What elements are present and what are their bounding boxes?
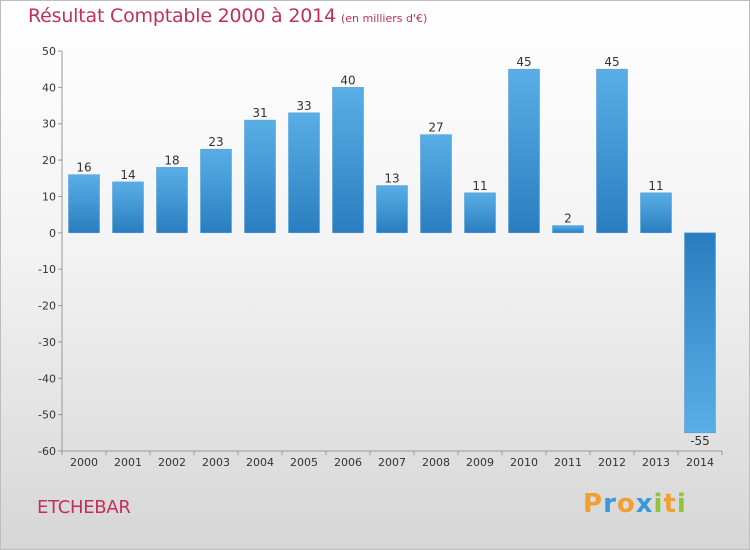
logo-letter: i	[676, 489, 687, 519]
data-label-2002: 18	[164, 153, 179, 167]
data-label-2001: 14	[120, 168, 135, 182]
data-label-2013: 11	[648, 179, 663, 193]
x-tick-label: 2010	[510, 456, 538, 469]
y-tick-label: -50	[38, 409, 56, 422]
x-tick-label: 2014	[686, 456, 714, 469]
bar-2005	[288, 112, 320, 234]
bar-2009	[464, 192, 496, 234]
x-axis: 2000 2001 2002 2003 2004 2005 2006 2007 2008 2009…	[61, 450, 723, 469]
commune-name: ETCHEBAR	[37, 497, 131, 518]
bar-2014	[684, 232, 716, 434]
data-label-2007: 13	[384, 172, 399, 186]
x-tick-label: 2003	[202, 456, 230, 469]
data-label-2012: 45	[604, 55, 619, 69]
logo-letter: t	[663, 489, 677, 519]
chart-subtitle: (en milliers d'€)	[341, 12, 428, 25]
bar-2012	[596, 68, 628, 234]
y-tick-label: 30	[42, 118, 56, 131]
logo-letter: i	[653, 489, 664, 519]
data-label-2005: 33	[296, 99, 311, 113]
proxiti-logo: Proxiti	[583, 489, 687, 519]
y-axis: 50 40 30 20 10 0 -10 -20 -30 -40 -50 -60	[38, 45, 63, 458]
data-label-2008: 27	[428, 121, 443, 135]
logo-letter: x	[635, 489, 654, 519]
data-label-2003: 23	[208, 135, 223, 149]
bar-2007	[376, 185, 408, 234]
x-tick-label: 2009	[466, 456, 494, 469]
bar-2001	[112, 181, 144, 234]
bar-2003	[200, 148, 232, 234]
y-tick-label: 0	[49, 227, 56, 240]
bar-2004	[244, 119, 276, 234]
x-tick-label: 2005	[290, 456, 318, 469]
y-tick-label: -30	[38, 336, 56, 349]
data-label-2006: 40	[340, 73, 355, 87]
bar-2010	[508, 68, 540, 234]
x-tick-label: 2004	[246, 456, 274, 469]
x-tick-label: 2000	[70, 456, 98, 469]
bar-2002	[156, 167, 188, 234]
bar-2006	[332, 87, 364, 234]
x-tick-label: 2011	[554, 456, 582, 469]
y-tick-label: 10	[42, 190, 56, 203]
y-tick-label: -60	[38, 445, 56, 458]
data-label-2009: 11	[472, 179, 487, 193]
data-labels: 16 14 18 23 31 33 40 13 27 11 45 2 45 11 -55	[76, 55, 709, 448]
data-label-2004: 31	[252, 106, 267, 120]
bar-2013	[640, 192, 672, 234]
x-tick-label: 2008	[422, 456, 450, 469]
logo-letter: r	[603, 489, 617, 519]
logo-letter: P	[583, 489, 604, 519]
data-label-2010: 45	[516, 55, 531, 69]
x-tick-label: 2007	[378, 456, 406, 469]
y-tick-label: -40	[38, 372, 56, 385]
data-label-2014: -55	[690, 434, 710, 448]
x-tick-label: 2006	[334, 456, 362, 469]
bars	[68, 68, 716, 434]
chart-title: Résultat Comptable 2000 à 2014	[28, 5, 336, 27]
x-tick-label: 2013	[642, 456, 670, 469]
y-tick-label: -10	[38, 263, 56, 276]
x-tick-label: 2012	[598, 456, 626, 469]
data-label-2000: 16	[76, 161, 91, 175]
y-tick-label: 50	[42, 45, 56, 58]
x-tick-label: 2002	[158, 456, 186, 469]
y-tick-label: 40	[42, 81, 56, 94]
y-tick-label: 20	[42, 154, 56, 167]
data-label-2011: 2	[564, 212, 572, 226]
x-tick-label: 2001	[114, 456, 142, 469]
y-tick-label: -20	[38, 300, 56, 313]
logo-letter: o	[616, 489, 636, 519]
bar-2011	[552, 225, 584, 234]
bar-2008	[420, 134, 452, 234]
bar-2000	[68, 174, 100, 234]
